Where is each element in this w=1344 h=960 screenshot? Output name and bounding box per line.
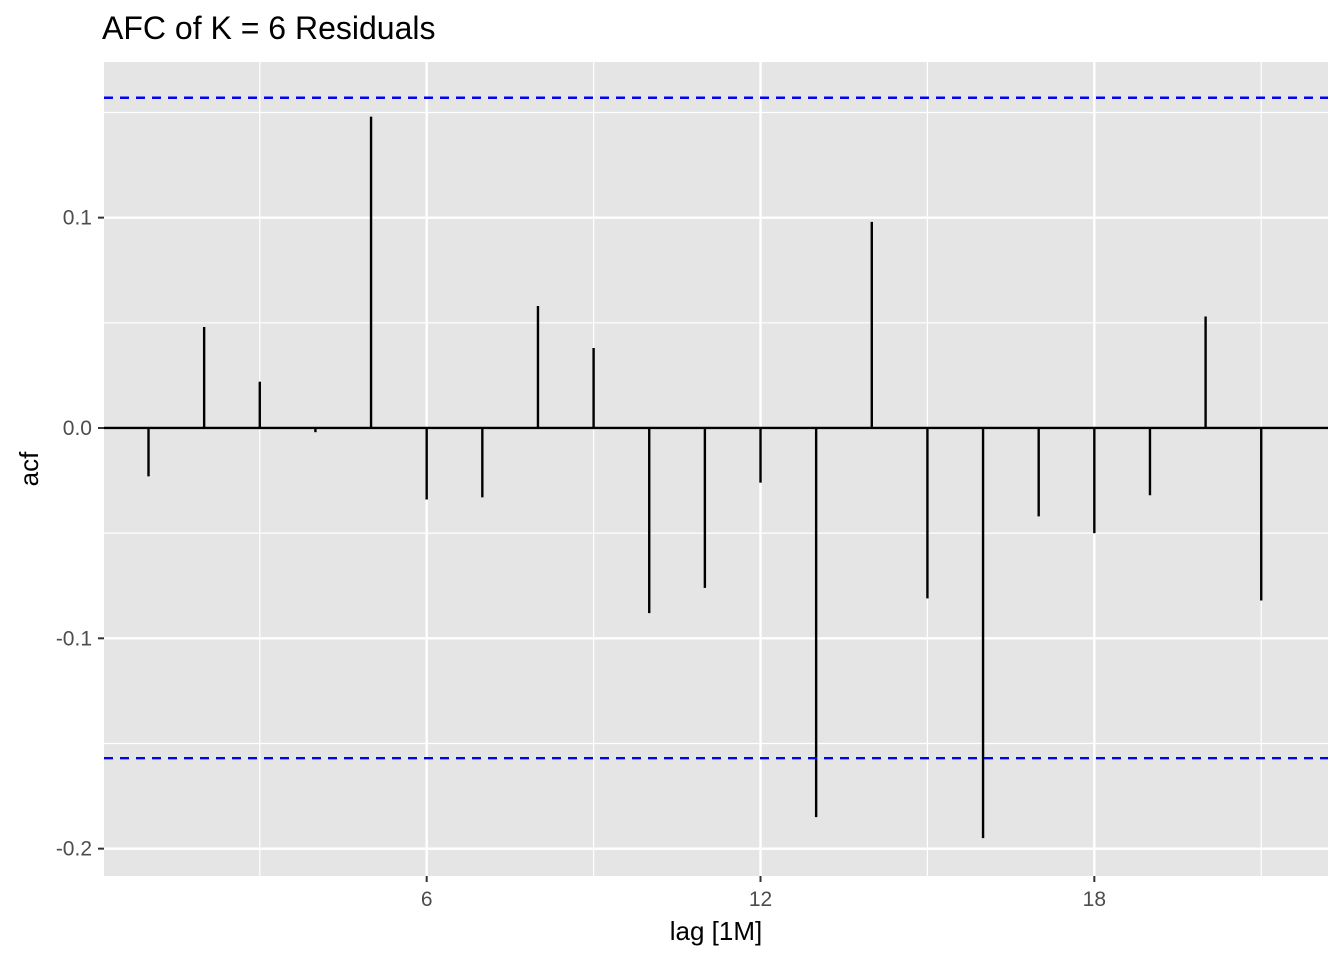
y-tick-label: 0.0: [63, 417, 92, 440]
x-tick-label: 6: [421, 888, 433, 911]
y-tick-label: 0.1: [63, 207, 92, 230]
x-tick-label: 18: [1083, 888, 1106, 911]
y-tick-label: -0.2: [56, 838, 92, 861]
x-axis-title: lag [1M]: [670, 916, 763, 946]
chart-title: AFC of K = 6 Residuals: [102, 10, 435, 46]
x-axis: 6 12 18: [421, 876, 1106, 911]
minor-gridlines: [104, 62, 1328, 876]
x-tick-label: 12: [749, 888, 772, 911]
y-tick-label: -0.1: [56, 627, 92, 650]
y-axis-title: acf: [14, 451, 44, 486]
acf-bars: [147, 116, 1263, 839]
confidence-bounds: [104, 96, 1328, 760]
y-axis: 0.1 0.0 -0.1 -0.2: [56, 207, 104, 861]
plot-panel: [104, 62, 1328, 876]
